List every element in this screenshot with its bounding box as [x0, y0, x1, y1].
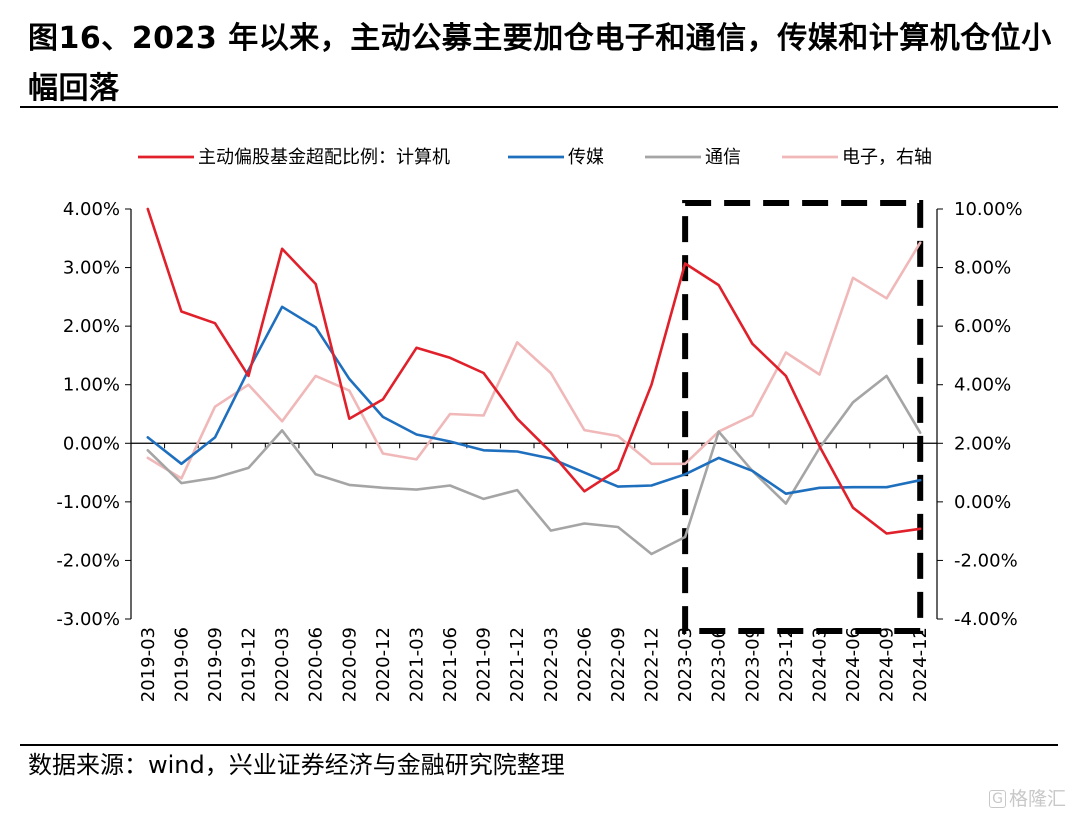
watermark-text: 格隆汇: [1008, 788, 1066, 810]
y-tick-label-left: 2.00%: [63, 316, 120, 337]
highlight-box: [682, 200, 924, 634]
x-tick-label: 2022-03: [541, 627, 562, 702]
chart-legend: 主动偏股基金超配比例：计算机 传媒 通信 电子，右轴: [138, 147, 932, 168]
watermark: G 格隆汇: [989, 784, 1066, 811]
x-tick-label: 2023-06: [709, 627, 730, 702]
x-tick-label: 2021-09: [474, 627, 495, 702]
series-line: [146, 374, 922, 556]
chart-series: [146, 207, 922, 556]
x-tick-label: 2020-06: [306, 627, 327, 702]
page-title: 图16、2023 年以来，主动公募主要加仓电子和通信，传媒和计算机仓位小幅回落: [28, 21, 1052, 106]
legend-label: 传媒: [568, 147, 604, 168]
highlight-dashed-rect: [682, 200, 924, 634]
title-divider: [20, 106, 1058, 108]
x-tick-label: 2024-03: [809, 627, 830, 702]
x-tick-label: 2019-03: [138, 627, 159, 702]
x-tick-label: 2021-03: [406, 627, 427, 702]
x-tick-label: 2023-12: [776, 627, 797, 702]
series-line: [146, 207, 922, 535]
y-tick-label-right: -2.00%: [954, 550, 1018, 571]
x-tick-label: 2022-12: [642, 627, 663, 702]
source-divider: [20, 744, 1058, 746]
y-tick-label-left: 3.00%: [63, 258, 120, 279]
y-tick-label-left: -3.00%: [56, 609, 120, 630]
y-tick-label-right: 4.00%: [954, 375, 1011, 396]
y-tick-label-left: -1.00%: [56, 492, 120, 513]
y-tick-label-right: 10.00%: [954, 199, 1023, 220]
x-tick-label: 2023-09: [742, 627, 763, 702]
y-tick-label-right: 8.00%: [954, 258, 1011, 279]
y-tick-label-left: 1.00%: [63, 375, 120, 396]
x-tick-label: 2024-12: [910, 627, 931, 702]
chart-axes: -3.00% -2.00% -1.00% 0.00% 1.00% 2.00% 3.00% 4.…: [56, 199, 1022, 702]
y-tick-label-left: 0.00%: [63, 433, 120, 454]
y-tick-label-left: 4.00%: [63, 199, 120, 220]
legend-label: 通信: [705, 147, 741, 168]
x-tick-label: 2019-09: [205, 627, 226, 702]
legend-label: 主动偏股基金超配比例：计算机: [198, 147, 450, 168]
x-tick-label: 2020-09: [339, 627, 360, 702]
x-tick-label: 2022-06: [574, 627, 595, 702]
x-tick-label: 2019-06: [171, 627, 192, 702]
x-tick-label: 2021-06: [440, 627, 461, 702]
source-note: 数据来源：wind，兴业证券经济与金融研究院整理: [28, 751, 565, 779]
y-tick-label-right: 0.00%: [954, 492, 1011, 513]
x-tick-label: 2022-09: [608, 627, 629, 702]
y-tick-label-right: 6.00%: [954, 316, 1011, 337]
y-tick-label-right: -4.00%: [954, 609, 1018, 630]
x-tick-label: 2023-03: [675, 627, 696, 702]
x-tick-label: 2021-12: [507, 627, 528, 702]
x-tick-label: 2019-12: [239, 627, 260, 702]
legend-label: 电子，右轴: [842, 147, 932, 168]
x-tick-label: 2024-06: [843, 627, 864, 702]
series-line: [146, 305, 922, 496]
line-chart: 主动偏股基金超配比例：计算机 传媒 通信 电子，右轴 -3.00% -2.00% -1.0…: [56, 147, 1022, 702]
x-tick-label: 2020-03: [272, 627, 293, 702]
series-line: [146, 241, 922, 480]
x-tick-label: 2020-12: [373, 627, 394, 702]
y-tick-label-right: 2.00%: [954, 433, 1011, 454]
x-tick-label: 2024-09: [877, 627, 898, 702]
y-tick-label-left: -2.00%: [56, 550, 120, 571]
watermark-logo-icon: G: [989, 790, 1006, 808]
